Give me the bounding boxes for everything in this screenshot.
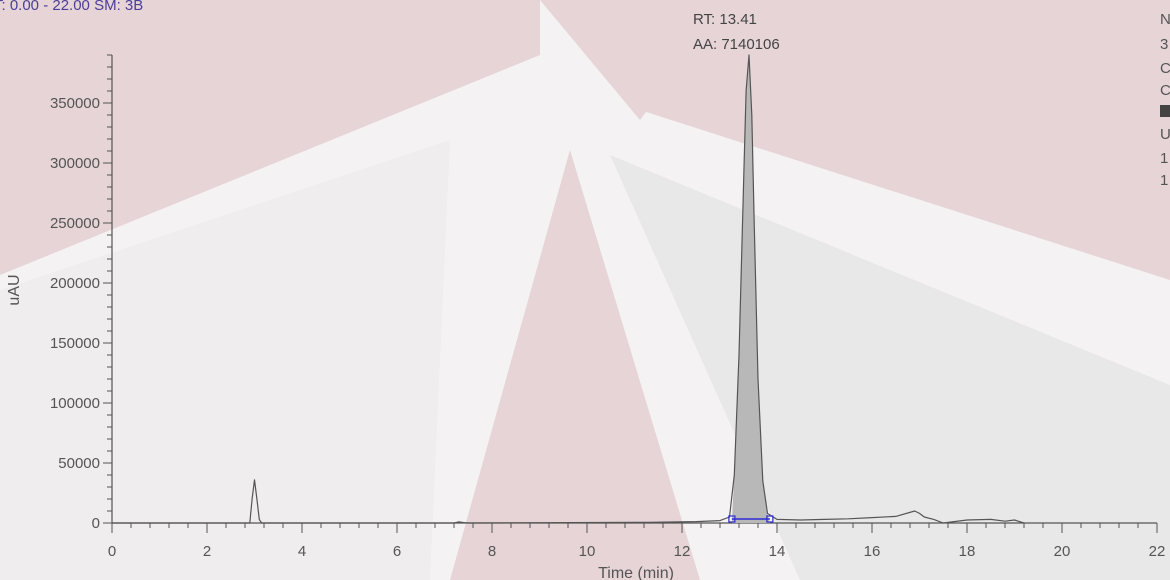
y-axis-title: uAU: [6, 274, 23, 305]
y-tick-label: 150000: [50, 335, 100, 352]
x-tick-label: 10: [579, 543, 596, 560]
side-panel: N 3 CC U 1 1: [1160, 11, 1170, 189]
y-axis: 0 50000 100000 150000 200000 250000 300000 3500…: [50, 54, 113, 532]
side-panel-line: C: [1160, 82, 1170, 99]
chromatogram-trace: [112, 54, 1025, 524]
x-tick-label: 20: [1054, 543, 1071, 560]
x-axis: 0 2 4 6 8 10 12 14 16 18 20 22: [108, 522, 1166, 560]
x-axis-title: Time (min): [598, 565, 674, 580]
y-tick-label: 300000: [50, 155, 100, 172]
x-tick-label: 22: [1149, 543, 1166, 560]
peak-rt-label: RT: 13.41: [693, 11, 757, 28]
integration-start-marker: [728, 515, 736, 523]
x-tick-label: 14: [769, 543, 786, 560]
plot-area: [112, 54, 1025, 524]
integration-end-marker: [766, 515, 774, 523]
x-tick-label: 4: [298, 543, 306, 560]
side-panel-line: 1: [1160, 150, 1168, 167]
x-tick-label: 6: [393, 543, 401, 560]
peak-area-label: AA: 7140106: [693, 36, 780, 53]
x-tick-label: 18: [959, 543, 976, 560]
x-tick-label: 12: [674, 543, 691, 560]
side-panel-line: C: [1160, 60, 1170, 77]
x-tick-label: 16: [864, 543, 881, 560]
side-panel-line: 1: [1160, 172, 1168, 189]
side-panel-line: 3: [1160, 36, 1168, 53]
side-panel-line: U: [1160, 126, 1170, 143]
y-tick-label: 200000: [50, 275, 100, 292]
chromatogram-header: T: 0.00 - 22.00 SM: 3B: [0, 0, 143, 14]
peak-annotations: RT: 13.41 AA: 7140106: [693, 11, 780, 53]
x-tick-label: 0: [108, 543, 116, 560]
y-tick-label: 250000: [50, 215, 100, 232]
y-tick-label: 100000: [50, 395, 100, 412]
side-panel-marker: [1160, 105, 1170, 117]
y-tick-label: 350000: [50, 95, 100, 112]
x-tick-label: 2: [203, 543, 211, 560]
peak-area-fill: [731, 55, 770, 523]
y-tick-label: 0: [92, 515, 100, 532]
side-panel-line: N: [1160, 11, 1170, 28]
y-tick-label: 50000: [58, 455, 100, 472]
x-tick-label: 8: [488, 543, 496, 560]
